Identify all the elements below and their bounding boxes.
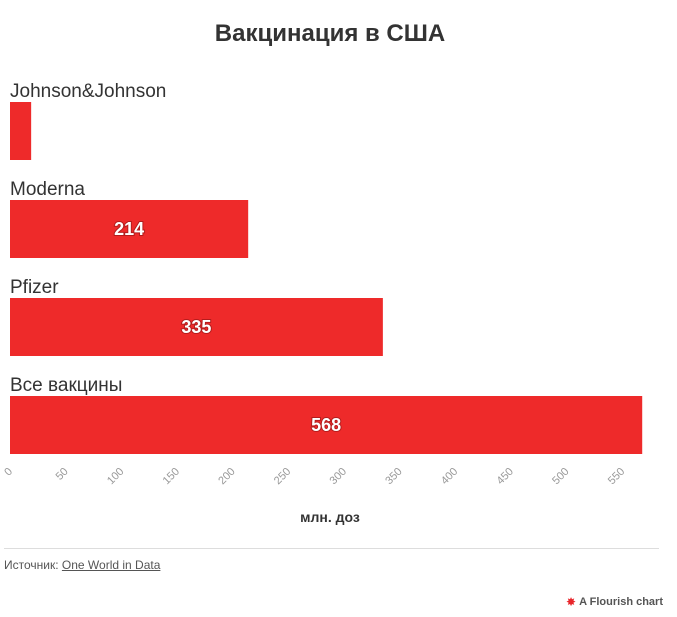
bar [10, 396, 643, 454]
bar [10, 200, 249, 258]
bar-chart: Johnson&Johnson Moderna 214 Pfizer 335 Все ва… [2, 81, 643, 525]
bar-value-label: 335 [181, 317, 211, 337]
x-tick-label: 350 [383, 466, 404, 487]
footer-divider [4, 548, 659, 549]
x-axis-title: млн. доз [300, 509, 360, 525]
bar [10, 298, 383, 356]
x-tick-label: 50 [54, 466, 71, 483]
flourish-credit[interactable]: ✸ A Flourish chart [566, 595, 663, 609]
flourish-logo-icon: ✸ [566, 595, 577, 609]
x-tick-label: 200 [216, 466, 237, 487]
x-tick-label: 550 [606, 466, 627, 487]
x-tick-label: 500 [550, 466, 571, 487]
credit-text: A Flourish chart [579, 596, 663, 608]
source-label: Источник: [4, 558, 59, 572]
x-tick-label: 150 [161, 466, 182, 487]
category-label: Все вакцины [10, 375, 122, 396]
chart-title: Вакцинация в США [214, 20, 446, 47]
source-line: Источник: One World in Data [4, 558, 160, 572]
x-tick-label: 300 [328, 466, 349, 487]
x-tick-label: 250 [272, 466, 293, 487]
category-label: Pfizer [10, 277, 59, 298]
source-link[interactable]: One World in Data [61, 558, 161, 572]
x-tick-label: 400 [439, 466, 460, 487]
bar-value-label: 214 [114, 219, 144, 239]
x-tick-label: 100 [105, 466, 126, 487]
bar [10, 102, 32, 160]
bar-value-label: 568 [311, 415, 341, 435]
category-label: Moderna [10, 179, 85, 200]
x-tick-label: 450 [495, 466, 516, 487]
x-tick-label: 0 [2, 466, 15, 479]
category-label: Johnson&Johnson [10, 81, 166, 102]
